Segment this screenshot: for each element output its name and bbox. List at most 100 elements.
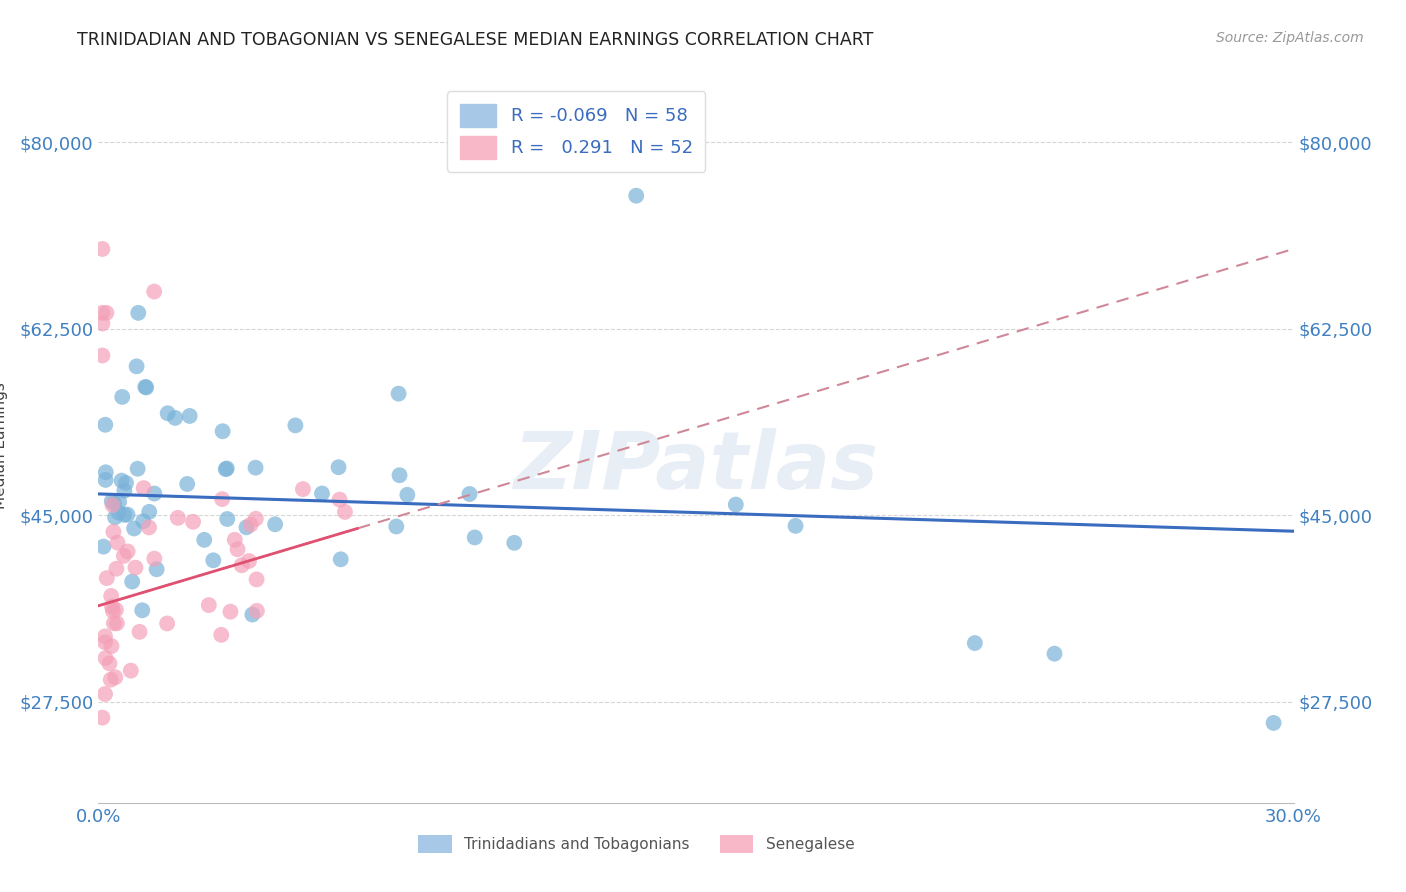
Point <box>333 505 356 519</box>
Point <box>215 461 238 475</box>
Point <box>125 359 148 374</box>
Point <box>138 505 160 519</box>
Point <box>396 488 419 502</box>
Point <box>143 551 166 566</box>
Point <box>238 554 260 568</box>
Point <box>211 492 233 507</box>
Point <box>91 349 114 363</box>
Point <box>100 589 122 603</box>
Point <box>387 386 409 401</box>
Point <box>98 657 121 671</box>
Point <box>112 549 135 563</box>
Point <box>246 604 269 618</box>
Point <box>127 461 149 475</box>
Point <box>112 508 135 522</box>
Point <box>132 514 155 528</box>
Y-axis label: Median Earnings: Median Earnings <box>0 383 8 509</box>
Text: TRINIDADIAN AND TOBAGONIAN VS SENEGALESE MEDIAN EARNINGS CORRELATION CHART: TRINIDADIAN AND TOBAGONIAN VS SENEGALESE… <box>77 31 873 49</box>
Text: Source: ZipAtlas.com: Source: ZipAtlas.com <box>1216 31 1364 45</box>
Point <box>128 624 150 639</box>
Point <box>231 558 253 573</box>
Point <box>108 494 131 508</box>
Point <box>329 492 352 507</box>
Legend: Trinidadians and Tobagonians, Senegalese: Trinidadians and Tobagonians, Senegalese <box>412 829 860 859</box>
Point <box>156 616 179 631</box>
Point <box>122 521 145 535</box>
Point <box>181 515 204 529</box>
Point <box>198 598 221 612</box>
Point <box>329 552 352 566</box>
Point <box>105 616 128 631</box>
Point <box>104 510 127 524</box>
Point <box>264 517 287 532</box>
Point <box>91 306 114 320</box>
Point <box>179 409 201 423</box>
Point <box>143 486 166 500</box>
Point <box>94 465 117 479</box>
Point <box>215 462 238 476</box>
Point <box>165 410 187 425</box>
Point <box>115 475 138 490</box>
Point <box>124 560 146 574</box>
Point <box>101 498 124 512</box>
Text: ZIPatlas: ZIPatlas <box>513 428 879 507</box>
Point <box>94 651 117 665</box>
Point <box>135 380 157 394</box>
Point <box>94 473 117 487</box>
Point <box>101 599 124 614</box>
Point <box>138 520 160 534</box>
Point <box>385 519 408 533</box>
Point <box>134 380 156 394</box>
Point <box>91 317 114 331</box>
Point <box>100 673 122 687</box>
Point <box>100 494 122 508</box>
Point <box>211 424 233 438</box>
Point <box>311 486 333 500</box>
Point <box>91 242 114 256</box>
Point <box>104 670 127 684</box>
Point <box>96 571 118 585</box>
Point <box>224 533 246 547</box>
Point <box>94 635 117 649</box>
Point <box>117 508 139 522</box>
Point <box>1263 715 1285 730</box>
Point <box>105 562 128 576</box>
Point <box>131 603 153 617</box>
Point <box>94 417 117 432</box>
Point <box>107 506 129 520</box>
Point <box>101 604 124 618</box>
Point <box>785 519 807 533</box>
Point <box>626 188 648 202</box>
Point <box>94 687 117 701</box>
Point <box>94 629 117 643</box>
Point <box>156 406 179 420</box>
Point <box>176 477 198 491</box>
Point <box>503 536 526 550</box>
Point <box>104 603 127 617</box>
Point <box>111 390 134 404</box>
Point <box>291 482 314 496</box>
Point <box>117 544 139 558</box>
Point <box>110 474 132 488</box>
Point <box>103 524 125 539</box>
Point <box>245 573 267 587</box>
Point <box>93 540 115 554</box>
Point <box>239 517 262 532</box>
Point <box>193 533 215 547</box>
Point <box>240 607 263 622</box>
Point <box>120 664 142 678</box>
Point <box>112 483 135 498</box>
Point <box>166 511 188 525</box>
Point <box>245 460 267 475</box>
Point <box>963 636 986 650</box>
Point <box>1043 647 1066 661</box>
Point <box>464 531 486 545</box>
Point <box>121 574 143 589</box>
Point <box>284 418 307 433</box>
Point <box>458 487 481 501</box>
Point <box>226 542 249 557</box>
Point <box>143 285 166 299</box>
Point <box>100 639 122 653</box>
Point <box>217 512 239 526</box>
Point <box>132 481 155 495</box>
